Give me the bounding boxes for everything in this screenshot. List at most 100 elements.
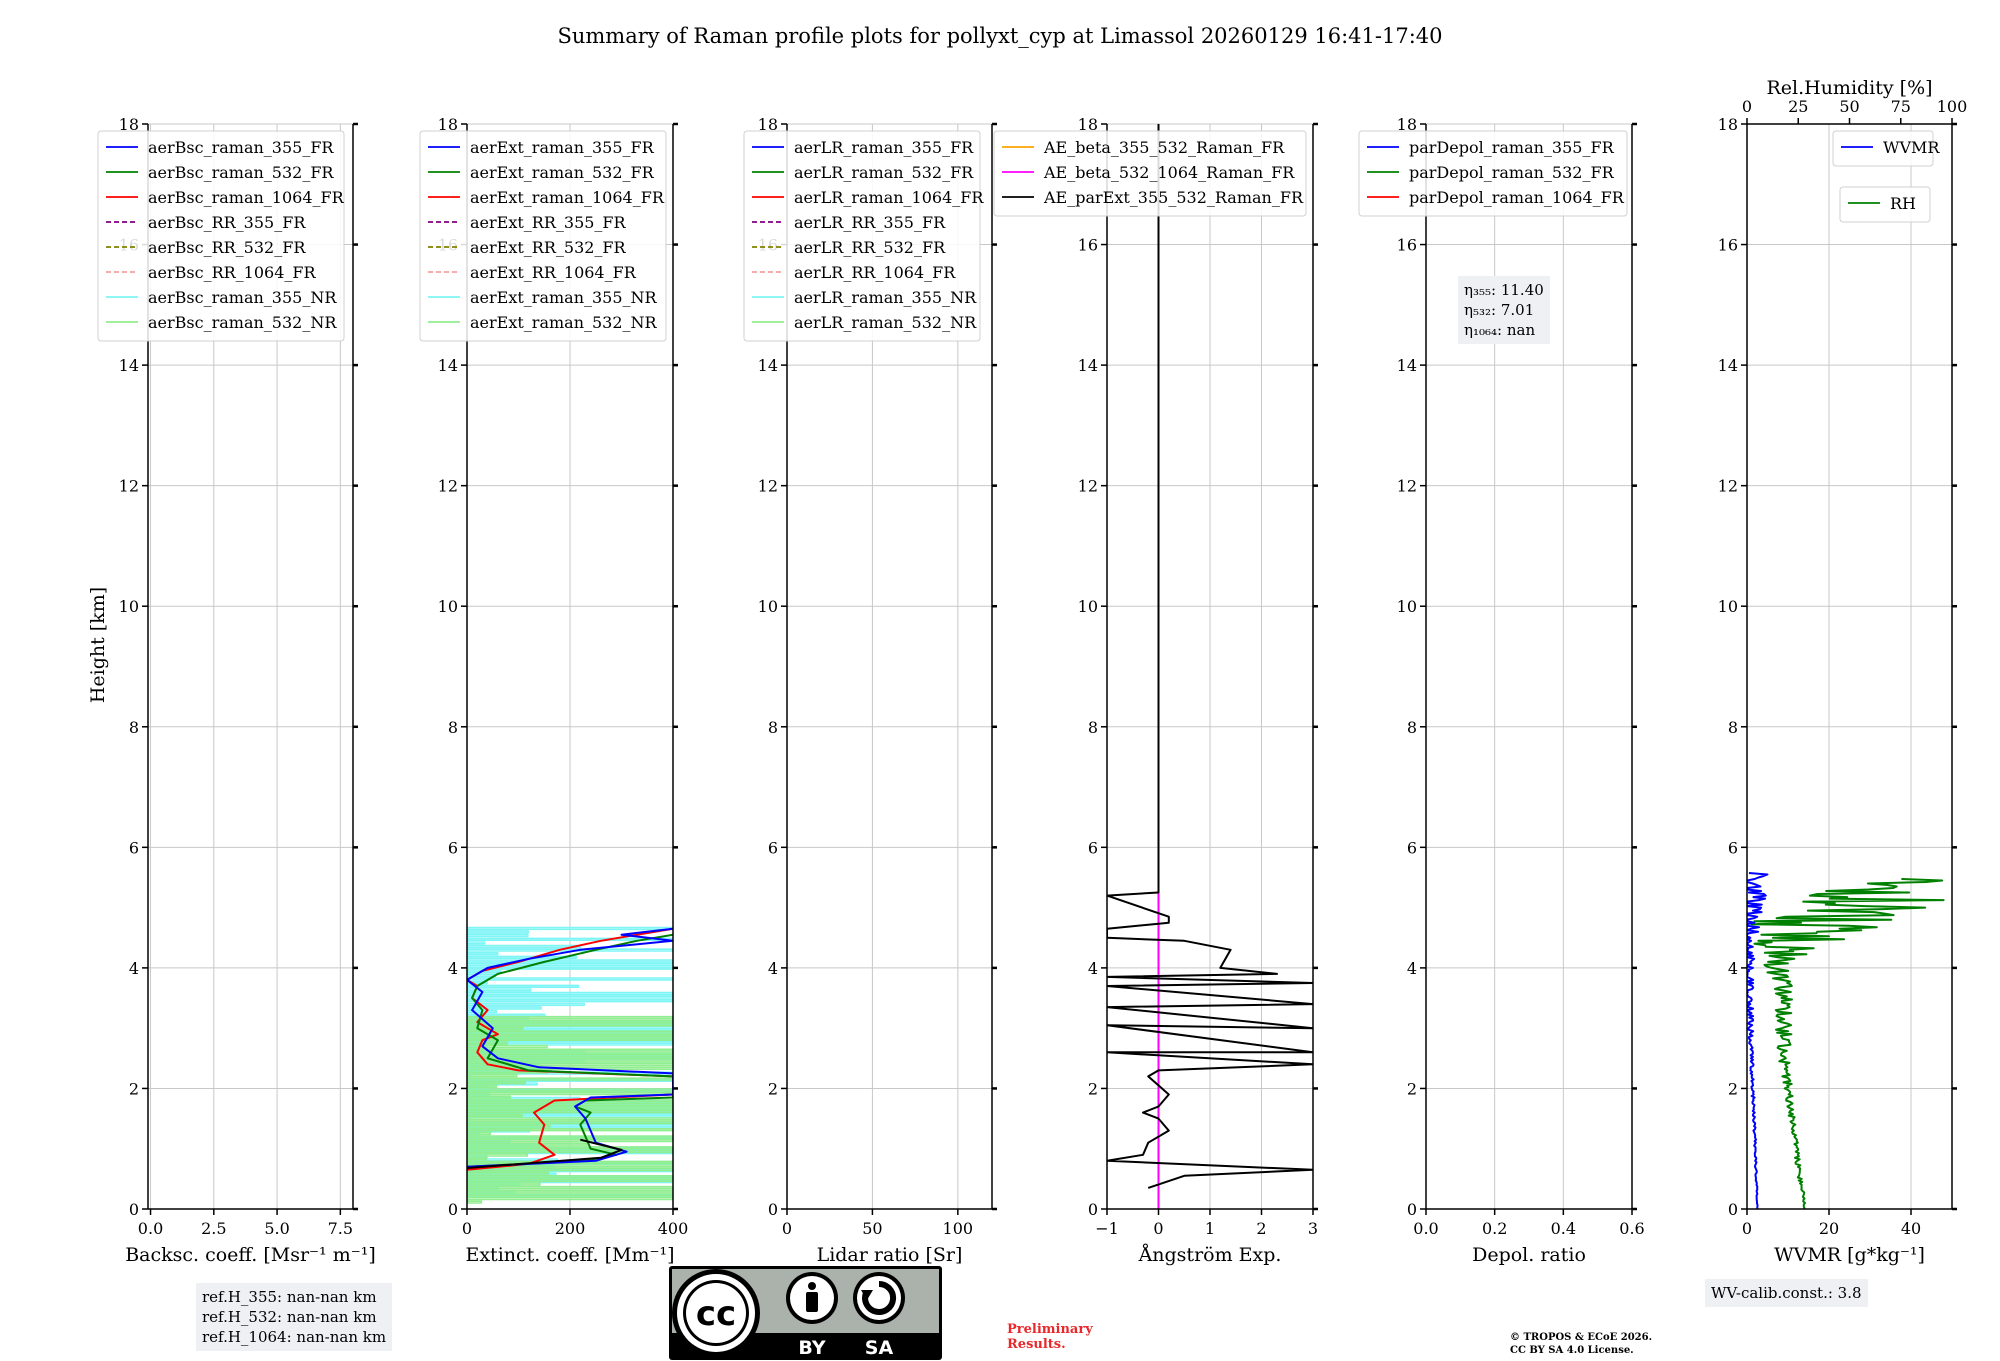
legend-label: aerLR_raman_532_NR: [794, 313, 977, 332]
y-tick-label: 0: [448, 1200, 458, 1219]
y-tick-label: 10: [1397, 597, 1417, 616]
series-RH: [1750, 878, 1945, 1209]
x-tick-label: 0: [782, 1219, 792, 1238]
x-tick-label: 50: [862, 1219, 882, 1238]
y-tick-label: 8: [1407, 718, 1417, 737]
x-tick-label: 0.2: [1482, 1219, 1507, 1238]
legend-label: aerLR_raman_1064_FR: [794, 188, 984, 207]
x-tick-label: 0: [1742, 1219, 1752, 1238]
y-tick-label: 14: [119, 356, 139, 375]
y-tick-label: 16: [1397, 236, 1417, 255]
x-tick-label: 0: [462, 1219, 472, 1238]
series-aerExt_raman_532_FR_dark: [467, 1138, 623, 1169]
x-axis-label: Ångström Exp.: [1138, 1244, 1282, 1266]
series-AE_parExt_355_532_Raman_FR: [1107, 124, 1313, 1189]
y-tick-label: 16: [1718, 236, 1738, 255]
x-tick-label: 0.4: [1551, 1219, 1576, 1238]
cc-logo-cc: cc: [696, 1294, 736, 1334]
legend-box: [419, 130, 667, 342]
y-tick-label: 6: [129, 838, 139, 857]
y-tick-label: 8: [1088, 718, 1098, 737]
legend-label: WVMR: [1883, 138, 1940, 157]
legend-label: aerExt_RR_355_FR: [470, 213, 627, 232]
legend-label: aerBsc_raman_1064_FR: [148, 188, 345, 207]
y-tick-label: 4: [1728, 959, 1738, 978]
y-tick-label: 8: [448, 718, 458, 737]
x-tick-label: 40: [1901, 1219, 1921, 1238]
y-tick-label: 4: [1088, 959, 1098, 978]
ref-h-355: ref.H_355: nan-nan km: [202, 1288, 377, 1306]
y-tick-label: 6: [1407, 838, 1417, 857]
cc-logo-by: BY: [798, 1337, 825, 1359]
y-tick-label: 8: [1728, 718, 1738, 737]
top-x-tick-label: 100: [1937, 97, 1968, 116]
x-tick-label: 2: [1256, 1219, 1266, 1238]
y-tick-label: 8: [129, 718, 139, 737]
y-tick-label: 4: [129, 959, 139, 978]
legend-box: [1832, 130, 1934, 167]
legend-box: [97, 130, 345, 342]
legend-label: aerExt_RR_532_FR: [470, 238, 627, 257]
top-x-tick-label: 75: [1891, 97, 1911, 116]
legend-label: aerLR_raman_355_NR: [794, 288, 977, 307]
y-tick-label: 2: [1728, 1079, 1738, 1098]
legend-label: aerBsc_raman_532_FR: [148, 163, 334, 182]
y-tick-label: 12: [438, 477, 458, 496]
legend-label: parDepol_raman_355_FR: [1409, 138, 1615, 157]
legend-label: parDepol_raman_532_FR: [1409, 163, 1615, 182]
panel-extinction: 0246810121416180200400Extinct. coeff. [M…: [419, 115, 689, 1266]
series-group: [1747, 872, 1945, 1209]
y-tick-label: 8: [768, 718, 778, 737]
y-tick-label: 6: [448, 838, 458, 857]
x-axis-label: Lidar ratio [Sr]: [817, 1244, 963, 1266]
y-tick-label: 14: [1078, 356, 1098, 375]
eta-1064: η₁₀₆₄: nan: [1464, 321, 1536, 339]
y-tick-label: 10: [758, 597, 778, 616]
x-tick-label: 0.0: [138, 1219, 163, 1238]
wv-calib-text: WV-calib.const.: 3.8: [1711, 1284, 1862, 1302]
x-tick-label: 0.6: [1619, 1219, 1644, 1238]
series-group: [1107, 124, 1313, 1209]
y-tick-label: 0: [768, 1200, 778, 1219]
y-tick-label: 12: [758, 477, 778, 496]
legend-label: AE_beta_355_532_Raman_FR: [1043, 138, 1285, 157]
legend-box: [1358, 130, 1628, 217]
y-tick-label: 10: [438, 597, 458, 616]
y-tick-label: 18: [1718, 115, 1738, 134]
y-tick-label: 14: [1718, 356, 1738, 375]
y-tick-label: 4: [448, 959, 458, 978]
x-tick-label: 2.5: [201, 1219, 226, 1238]
eta-532: η₅₃₂: 7.01: [1464, 301, 1535, 319]
legend-label: aerBsc_raman_532_NR: [148, 313, 337, 332]
legend-box: [993, 130, 1307, 217]
y-tick-label: 18: [119, 115, 139, 134]
legend-label: aerExt_raman_532_FR: [470, 163, 655, 182]
legend-label: aerBsc_raman_355_NR: [148, 288, 337, 307]
x-tick-label: 1: [1205, 1219, 1215, 1238]
legend-box: [743, 130, 981, 342]
top-x-tick-label: 0: [1742, 97, 1752, 116]
y-tick-label: 12: [1078, 477, 1098, 496]
y-tick-label: 6: [1728, 838, 1738, 857]
series-WVMR: [1747, 872, 1769, 1209]
legend-label: RH: [1890, 194, 1916, 213]
legend-label: aerBsc_RR_355_FR: [148, 213, 306, 232]
ref-h-532: ref.H_532: nan-nan km: [202, 1308, 377, 1326]
legend-label: aerExt_raman_355_NR: [470, 288, 658, 307]
copyright-line-1: © TROPOS & ECoE 2026.: [1510, 1332, 1653, 1343]
legend-label: aerExt_raman_355_FR: [470, 138, 655, 157]
x-tick-label: 0: [1153, 1219, 1163, 1238]
x-tick-label: 3: [1308, 1219, 1318, 1238]
top-x-tick-label: 50: [1839, 97, 1859, 116]
x-tick-label: 400: [658, 1219, 689, 1238]
y-tick-label: 0: [1407, 1200, 1417, 1219]
x-tick-label: −1: [1095, 1219, 1119, 1238]
x-tick-label: 7.5: [328, 1219, 353, 1238]
figure-title: Summary of Raman profile plots for polly…: [557, 24, 1442, 48]
x-axis-label: Depol. ratio: [1472, 1244, 1586, 1266]
copyright-note: © TROPOS & ECoE 2026. CC BY SA 4.0 Licen…: [1510, 1331, 1652, 1357]
y-tick-label: 6: [1088, 838, 1098, 857]
